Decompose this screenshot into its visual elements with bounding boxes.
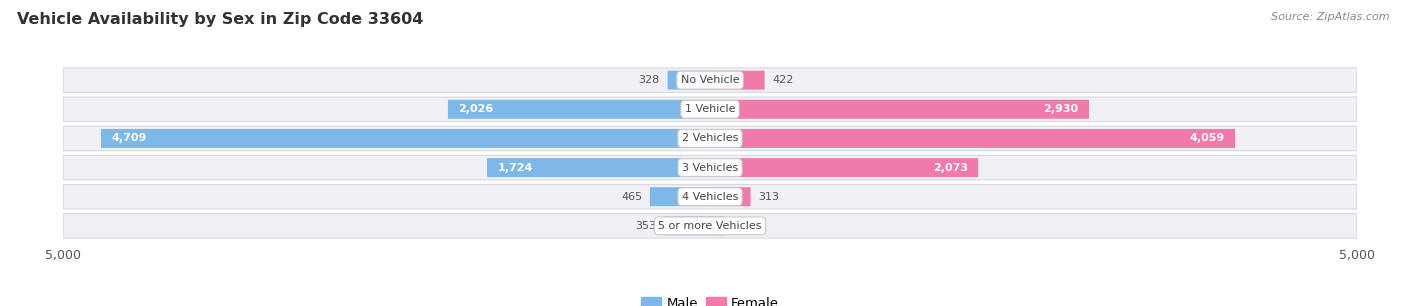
FancyBboxPatch shape xyxy=(63,185,1357,209)
FancyBboxPatch shape xyxy=(710,71,765,90)
Text: Vehicle Availability by Sex in Zip Code 33604: Vehicle Availability by Sex in Zip Code … xyxy=(17,12,423,27)
FancyBboxPatch shape xyxy=(63,155,1357,180)
Text: 313: 313 xyxy=(758,192,779,202)
Text: 2 Vehicles: 2 Vehicles xyxy=(682,133,738,144)
Text: 5 or more Vehicles: 5 or more Vehicles xyxy=(658,221,762,231)
FancyBboxPatch shape xyxy=(449,100,710,119)
Text: 1,724: 1,724 xyxy=(498,162,533,173)
Text: Source: ZipAtlas.com: Source: ZipAtlas.com xyxy=(1271,12,1389,22)
FancyBboxPatch shape xyxy=(710,129,1234,148)
Text: 4,059: 4,059 xyxy=(1189,133,1225,144)
Text: 2,026: 2,026 xyxy=(458,104,494,114)
FancyBboxPatch shape xyxy=(63,214,1357,238)
FancyBboxPatch shape xyxy=(63,97,1357,121)
Text: 3 Vehicles: 3 Vehicles xyxy=(682,162,738,173)
Text: 1 Vehicle: 1 Vehicle xyxy=(685,104,735,114)
Legend: Male, Female: Male, Female xyxy=(636,291,785,306)
FancyBboxPatch shape xyxy=(668,71,710,90)
Text: 2,073: 2,073 xyxy=(932,162,967,173)
Text: 2,930: 2,930 xyxy=(1043,104,1078,114)
FancyBboxPatch shape xyxy=(710,158,979,177)
FancyBboxPatch shape xyxy=(710,100,1090,119)
FancyBboxPatch shape xyxy=(63,68,1357,92)
FancyBboxPatch shape xyxy=(101,129,710,148)
Text: No Vehicle: No Vehicle xyxy=(681,75,740,85)
Text: 328: 328 xyxy=(638,75,659,85)
FancyBboxPatch shape xyxy=(710,187,751,206)
Text: 4,709: 4,709 xyxy=(111,133,146,144)
FancyBboxPatch shape xyxy=(63,126,1357,151)
Text: 353: 353 xyxy=(636,221,657,231)
Text: 422: 422 xyxy=(772,75,794,85)
FancyBboxPatch shape xyxy=(665,216,710,235)
Text: 106: 106 xyxy=(731,221,752,231)
Text: 465: 465 xyxy=(621,192,643,202)
FancyBboxPatch shape xyxy=(650,187,710,206)
FancyBboxPatch shape xyxy=(710,216,724,235)
Text: 4 Vehicles: 4 Vehicles xyxy=(682,192,738,202)
FancyBboxPatch shape xyxy=(486,158,710,177)
